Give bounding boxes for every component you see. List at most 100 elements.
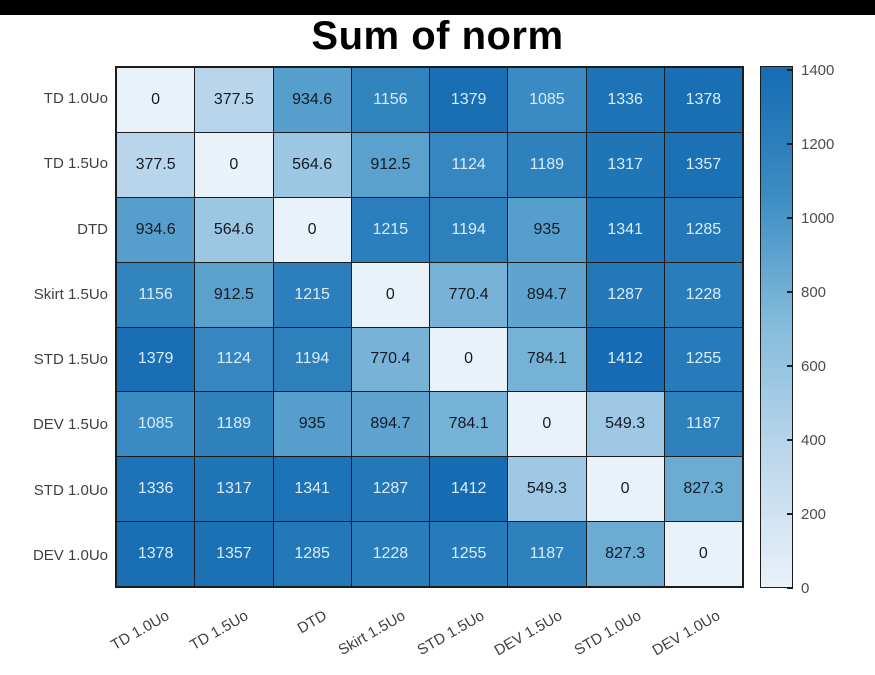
x-axis-label: TD 1.0Uo (108, 607, 173, 654)
heatmap-cell: 564.6 (273, 132, 351, 197)
heatmap-cell: 934.6 (117, 197, 195, 262)
heatmap-cell: 1357 (664, 132, 742, 197)
heatmap-cell: 935 (508, 197, 586, 262)
heatmap-cell: 0 (117, 68, 195, 132)
y-axis-label: Skirt 1.5Uo (33, 285, 108, 303)
heatmap-cell: 549.3 (586, 392, 664, 457)
heatmap-cell: 1228 (664, 262, 742, 327)
heatmap-cell: 1285 (664, 197, 742, 262)
heatmap-cell: 1317 (195, 457, 273, 522)
colorbar-tick-label: 600 (801, 357, 827, 375)
x-axis-label: TD 1.5Uo (186, 607, 251, 654)
heatmap-cell: 934.6 (273, 68, 351, 132)
heatmap-cell: 377.5 (117, 132, 195, 197)
colorbar-tick-mark (787, 143, 793, 146)
heatmap-cell: 1378 (117, 522, 195, 586)
heatmap-cell: 1085 (117, 392, 195, 457)
heatmap-cell: 1194 (430, 197, 508, 262)
colorbar-tick-label: 800 (801, 283, 827, 301)
heatmap-cell: 0 (430, 327, 508, 392)
heatmap-cell: 0 (195, 132, 273, 197)
heatmap-cell: 1379 (430, 68, 508, 132)
heatmap-cell: 770.4 (351, 327, 429, 392)
heatmap-cell: 0 (273, 197, 351, 262)
heatmap-cell: 1336 (117, 457, 195, 522)
heatmap-cell: 1378 (664, 68, 742, 132)
colorbar-tick-label: 200 (801, 505, 827, 523)
heatmap-cell: 0 (586, 457, 664, 522)
heatmap-cell: 1189 (508, 132, 586, 197)
y-axis-label: TD 1.0Uo (43, 90, 108, 108)
heatmap-cell: 784.1 (430, 392, 508, 457)
heatmap-cell: 1228 (351, 522, 429, 586)
heatmap-cell: 1379 (117, 327, 195, 392)
heatmap-cell: 0 (664, 522, 742, 586)
y-axis-label: STD 1.0Uo (33, 481, 108, 499)
heatmap-cell: 1357 (195, 522, 273, 586)
x-axis-label: STD 1.5Uo (414, 607, 487, 659)
y-axis-label: DTD (77, 220, 108, 238)
colorbar (760, 66, 793, 588)
heatmap-cell: 1124 (430, 132, 508, 197)
heatmap-cell: 912.5 (351, 132, 429, 197)
heatmap-cell: 1194 (273, 327, 351, 392)
colorbar-tick-label: 400 (801, 431, 827, 449)
y-axis-label: DEV 1.0Uo (32, 546, 108, 564)
heatmap-cell: 564.6 (195, 197, 273, 262)
colorbar-tick-mark (787, 291, 793, 294)
heatmap-cell: 784.1 (508, 327, 586, 392)
heatmap-cell: 1341 (586, 197, 664, 262)
heatmap-cell: 1255 (430, 522, 508, 586)
heatmap-cell: 1156 (351, 68, 429, 132)
heatmap-cell: 912.5 (195, 262, 273, 327)
heatmap-cell: 1287 (586, 262, 664, 327)
heatmap-cell: 1187 (664, 392, 742, 457)
colorbar-tick-label: 1000 (801, 209, 835, 227)
heatmap-cell: 1124 (195, 327, 273, 392)
top-black-bar (0, 0, 875, 15)
heatmap-cell: 894.7 (508, 262, 586, 327)
heatmap-cell: 377.5 (195, 68, 273, 132)
x-axis-label: DTD (294, 607, 330, 638)
heatmap-cell: 1412 (586, 327, 664, 392)
heatmap-cell: 1317 (586, 132, 664, 197)
heatmap-cell: 1215 (351, 197, 429, 262)
chart-title: Sum of norm (311, 14, 564, 58)
y-axis-label: STD 1.5Uo (33, 351, 108, 369)
colorbar-tick-mark (787, 365, 793, 368)
heatmap-cell: 1215 (273, 262, 351, 327)
x-axis-label: DEV 1.5Uo (491, 607, 566, 660)
heatmap-cell: 1187 (508, 522, 586, 586)
colorbar-tick-label: 1200 (801, 135, 835, 153)
colorbar-tick-mark (787, 439, 793, 442)
heatmap-cell: 1285 (273, 522, 351, 586)
y-axis-label: DEV 1.5Uo (32, 416, 108, 434)
heatmap-cell: 1156 (117, 262, 195, 327)
heatmap-cell: 549.3 (508, 457, 586, 522)
x-axis-label: Skirt 1.5Uo (335, 607, 409, 659)
x-axis-label: DEV 1.0Uo (649, 607, 723, 660)
heatmap-cell: 770.4 (430, 262, 508, 327)
colorbar-tick-mark (787, 69, 793, 72)
heatmap-cell: 1189 (195, 392, 273, 457)
colorbar-tick-mark (787, 513, 793, 516)
heatmap-cell: 0 (351, 262, 429, 327)
heatmap-cell: 1341 (273, 457, 351, 522)
heatmap-cell: 1336 (586, 68, 664, 132)
heatmap-cell: 935 (273, 392, 351, 457)
heatmap-cell: 827.3 (664, 457, 742, 522)
heatmap-cell: 894.7 (351, 392, 429, 457)
colorbar-tick-label: 1400 (801, 61, 835, 79)
colorbar-tick-mark (787, 587, 793, 589)
heatmap-cell: 1287 (351, 457, 429, 522)
colorbar-tick-mark (787, 217, 793, 220)
heatmap-grid: 0 377.5 934.6 1156 1379 1085 1336 1378 377.5 0 564… (115, 66, 744, 588)
heatmap-cell: 827.3 (586, 522, 664, 586)
heatmap-cell: 1412 (430, 457, 508, 522)
colorbar-tick-label: 0 (801, 579, 810, 597)
y-axis-label: TD 1.5Uo (43, 155, 108, 173)
x-axis-label: STD 1.0Uo (571, 607, 645, 659)
heatmap-cell: 1255 (664, 327, 742, 392)
heatmap-cell: 0 (508, 392, 586, 457)
